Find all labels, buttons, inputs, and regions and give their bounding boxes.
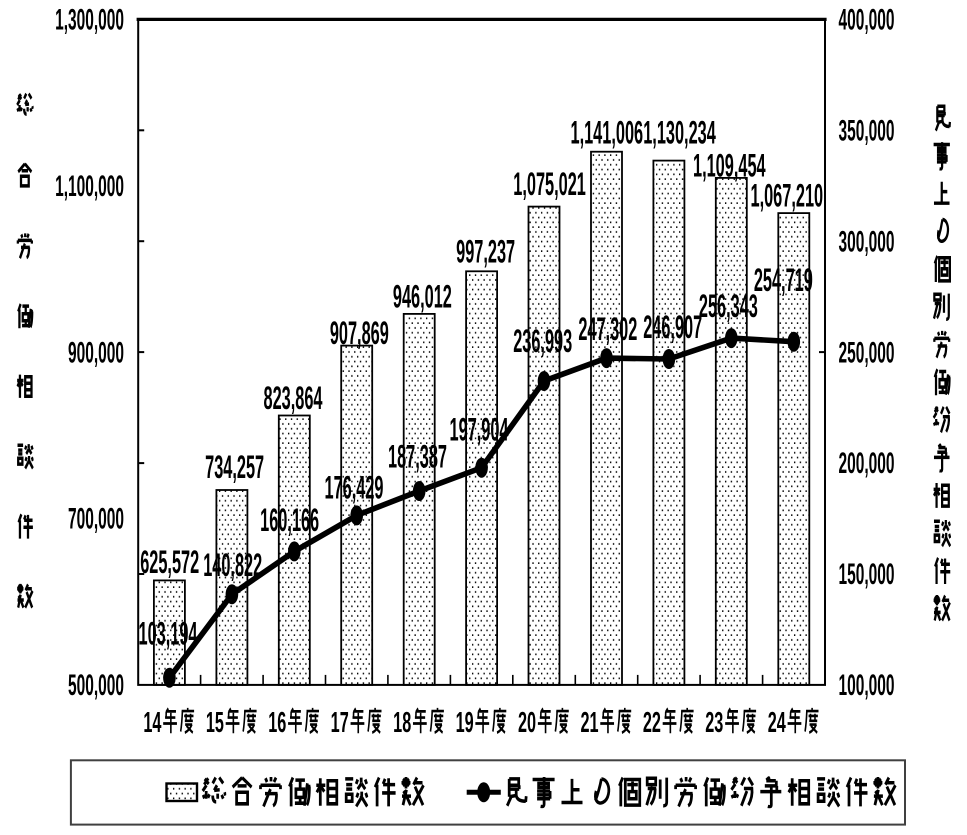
svg-text:907,869: 907,869 xyxy=(330,316,389,351)
svg-text:17: 17 xyxy=(331,706,349,738)
svg-text:197,904: 197,904 xyxy=(450,413,509,448)
svg-text:19: 19 xyxy=(456,706,474,738)
svg-text:1,300,000: 1,300,000 xyxy=(55,3,124,36)
svg-text:823,864: 823,864 xyxy=(264,381,323,416)
svg-text:20: 20 xyxy=(518,706,536,738)
svg-text:24: 24 xyxy=(768,706,786,738)
svg-text:946,012: 946,012 xyxy=(393,280,452,315)
svg-text:1,100,000: 1,100,000 xyxy=(55,170,124,203)
svg-text:14: 14 xyxy=(143,706,161,738)
svg-text:16: 16 xyxy=(268,706,286,738)
svg-text:150,000: 150,000 xyxy=(839,558,895,591)
svg-text:1,067,210: 1,067,210 xyxy=(751,179,824,214)
svg-text:176,429: 176,429 xyxy=(325,471,384,506)
svg-text:160,166: 160,166 xyxy=(260,503,319,538)
svg-text:500,000: 500,000 xyxy=(68,669,124,702)
svg-text:236,993: 236,993 xyxy=(513,324,572,359)
svg-text:18: 18 xyxy=(393,706,411,738)
svg-text:997,237: 997,237 xyxy=(456,235,515,270)
svg-text:15: 15 xyxy=(206,706,224,738)
svg-text:187,387: 187,387 xyxy=(388,440,447,475)
svg-text:900,000: 900,000 xyxy=(68,336,124,369)
svg-text:247,302: 247,302 xyxy=(578,312,637,347)
svg-text:700,000: 700,000 xyxy=(68,502,124,535)
svg-text:350,000: 350,000 xyxy=(839,114,895,147)
svg-text:23: 23 xyxy=(705,706,723,738)
svg-text:103,194: 103,194 xyxy=(139,617,198,652)
svg-text:625,572: 625,572 xyxy=(140,545,199,580)
svg-text:400,000: 400,000 xyxy=(839,3,895,36)
svg-text:300,000: 300,000 xyxy=(839,225,895,258)
svg-text:1,075,021: 1,075,021 xyxy=(513,167,586,202)
svg-text:1,141,006: 1,141,006 xyxy=(571,116,644,151)
svg-text:254,719: 254,719 xyxy=(754,263,813,298)
svg-text:250,000: 250,000 xyxy=(839,336,895,369)
svg-text:200,000: 200,000 xyxy=(839,447,895,480)
svg-text:1,109,454: 1,109,454 xyxy=(693,149,766,184)
svg-text:246,907: 246,907 xyxy=(643,310,702,345)
svg-text:21: 21 xyxy=(580,706,598,738)
svg-text:734,257: 734,257 xyxy=(205,450,264,485)
svg-text:140,822: 140,822 xyxy=(203,548,262,583)
svg-text:22: 22 xyxy=(643,706,661,738)
svg-text:256,343: 256,343 xyxy=(699,289,758,324)
svg-text:1,130,234: 1,130,234 xyxy=(643,116,716,151)
svg-text:100,000: 100,000 xyxy=(839,669,895,702)
